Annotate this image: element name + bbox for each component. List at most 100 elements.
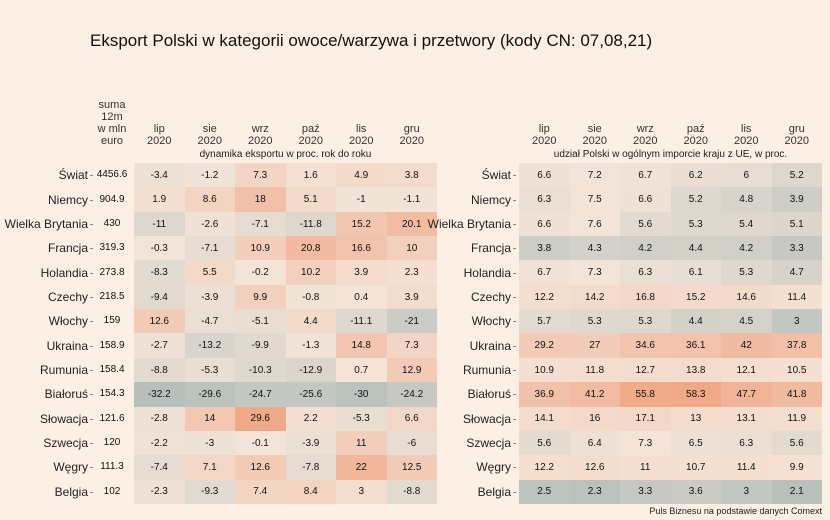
row-label: Czechy (47, 289, 88, 304)
column-header-line: paź (301, 123, 320, 135)
column-header-line: sie (202, 123, 217, 135)
heatmap-cell: 36.1 (670, 333, 721, 359)
row-tick (90, 491, 93, 493)
column-header-line: gru (403, 123, 420, 135)
heatmap-cell: 15.2 (670, 284, 721, 310)
heatmap-cell: -1.2 (184, 163, 235, 188)
column-header: paź 2020 (671, 123, 722, 147)
row-label: Węgry (476, 460, 511, 475)
row-label: Świat (481, 168, 511, 183)
heatmap-cell: 11.4 (721, 455, 772, 481)
row-tick (513, 175, 516, 177)
heatmap-cell: 41.8 (771, 382, 822, 407)
heatmap-cell: -10.3 (235, 357, 286, 383)
row-tick (90, 345, 93, 347)
heatmap-cell: 2.3 (386, 260, 437, 286)
sum-header-line: suma (98, 99, 126, 111)
row-label: Francja (470, 241, 511, 256)
heatmap-cell: 7.3 (620, 430, 671, 456)
heatmap-cell: 5.3 (569, 309, 620, 334)
column-header-line: 2020 (399, 135, 424, 147)
heatmap-cell: 3.3 (620, 479, 671, 505)
heatmap-cell: -29.6 (184, 382, 235, 407)
column-header: lis 2020 (721, 123, 772, 147)
heatmap-cell: 5.3 (721, 260, 772, 286)
heatmap-cell: 10.7 (670, 455, 721, 481)
heatmap-cell: 2.1 (771, 479, 822, 505)
heatmap-cell: -32.2 (134, 382, 185, 407)
heatmap-cell: 0.4 (336, 284, 387, 310)
row-label: Wielka Brytania (427, 216, 511, 231)
column-header: wrz 2020 (620, 123, 671, 147)
heatmap-cell: 5.2 (771, 163, 822, 188)
heatmap-cell: 6 (721, 163, 772, 188)
row-tick (513, 199, 516, 201)
row-label: Holandia (40, 265, 88, 280)
heatmap-cell: 6.7 (620, 163, 671, 188)
heatmap-cell: 29.2 (519, 333, 570, 359)
heatmap-cell: 5.7 (519, 309, 570, 334)
column-header-line: lip (153, 123, 165, 135)
sum-value: 102 (103, 485, 121, 497)
column-header: paź 2020 (286, 123, 337, 147)
heatmap-cell: 10 (386, 236, 437, 261)
column-header-line: lis (741, 123, 752, 135)
heatmap-cell: 34.6 (620, 333, 671, 359)
sum-header: suma 12m w mln euro (94, 99, 130, 147)
heatmap-cell: 11.8 (569, 357, 620, 383)
sum-header-line: 12m (101, 111, 123, 123)
heatmap-cell: 4.4 (670, 309, 721, 334)
row-tick (90, 199, 93, 201)
sum-value: 158.9 (99, 339, 125, 351)
heatmap-cell: 3.6 (670, 479, 721, 505)
column-header-line: 2020 (197, 135, 222, 147)
heatmap-cell: -11.1 (336, 309, 387, 334)
heatmap-cell: -1.3 (285, 333, 336, 359)
heatmap-cell: 2.2 (285, 406, 336, 432)
column-header: sie 2020 (185, 123, 236, 147)
row-label: Wielka Brytania (4, 216, 88, 231)
row-label: Holandia (463, 265, 511, 280)
heatmap-cell: -9.9 (235, 333, 286, 359)
heatmap-cell: 1.6 (285, 163, 336, 188)
sum-value: 218.5 (99, 290, 125, 302)
heatmap-cell: -9.4 (134, 284, 185, 310)
row-label: Ukraina (469, 338, 511, 353)
row-label: Szwecja (43, 436, 88, 451)
heatmap-cell: 7.5 (569, 187, 620, 213)
column-header: wrz 2020 (235, 123, 286, 147)
heatmap-cell: 12.2 (519, 455, 570, 481)
heatmap-cell: 6.6 (620, 187, 671, 213)
sum-value: 120 (103, 437, 121, 449)
heatmap-cell: -0.1 (235, 430, 286, 456)
row-tick (90, 296, 93, 298)
heatmap-cell: 41.2 (569, 382, 620, 407)
heatmap-cell: 58.3 (670, 382, 721, 407)
heatmap-cell: 4.2 (721, 236, 772, 261)
row-tick (513, 296, 516, 298)
heatmap-cell: 9.9 (235, 284, 286, 310)
row-label: Słowacja (39, 411, 88, 426)
heatmap-cell: 13 (670, 406, 721, 432)
heatmap-cell: 7.6 (569, 211, 620, 237)
column-header: sie 2020 (570, 123, 621, 147)
column-header-line: 2020 (248, 135, 273, 147)
heatmap-cell: 16 (569, 406, 620, 432)
heatmap-cell: 6.3 (519, 187, 570, 213)
heatmap-cell: 10.5 (771, 357, 822, 383)
row-label: Słowacja (462, 411, 511, 426)
heatmap-cell: -24.7 (235, 382, 286, 407)
heatmap-cell: 13.1 (721, 406, 772, 432)
sum-value: 4456.6 (96, 169, 128, 181)
row-tick (513, 369, 516, 371)
heatmap-cell: 4.8 (721, 187, 772, 213)
heatmap-cell: -3.4 (134, 163, 185, 188)
column-header-line: lis (356, 123, 367, 135)
heatmap-cell: 5.3 (620, 309, 671, 334)
heatmap-cell: 5.2 (670, 187, 721, 213)
heatmap-cell: 47.7 (721, 382, 772, 407)
heatmap-cell: 3 (771, 309, 822, 334)
column-header-line: 2020 (582, 135, 607, 147)
row-label: Węgry (53, 460, 88, 475)
heatmap-cell: 7.3 (386, 333, 437, 359)
